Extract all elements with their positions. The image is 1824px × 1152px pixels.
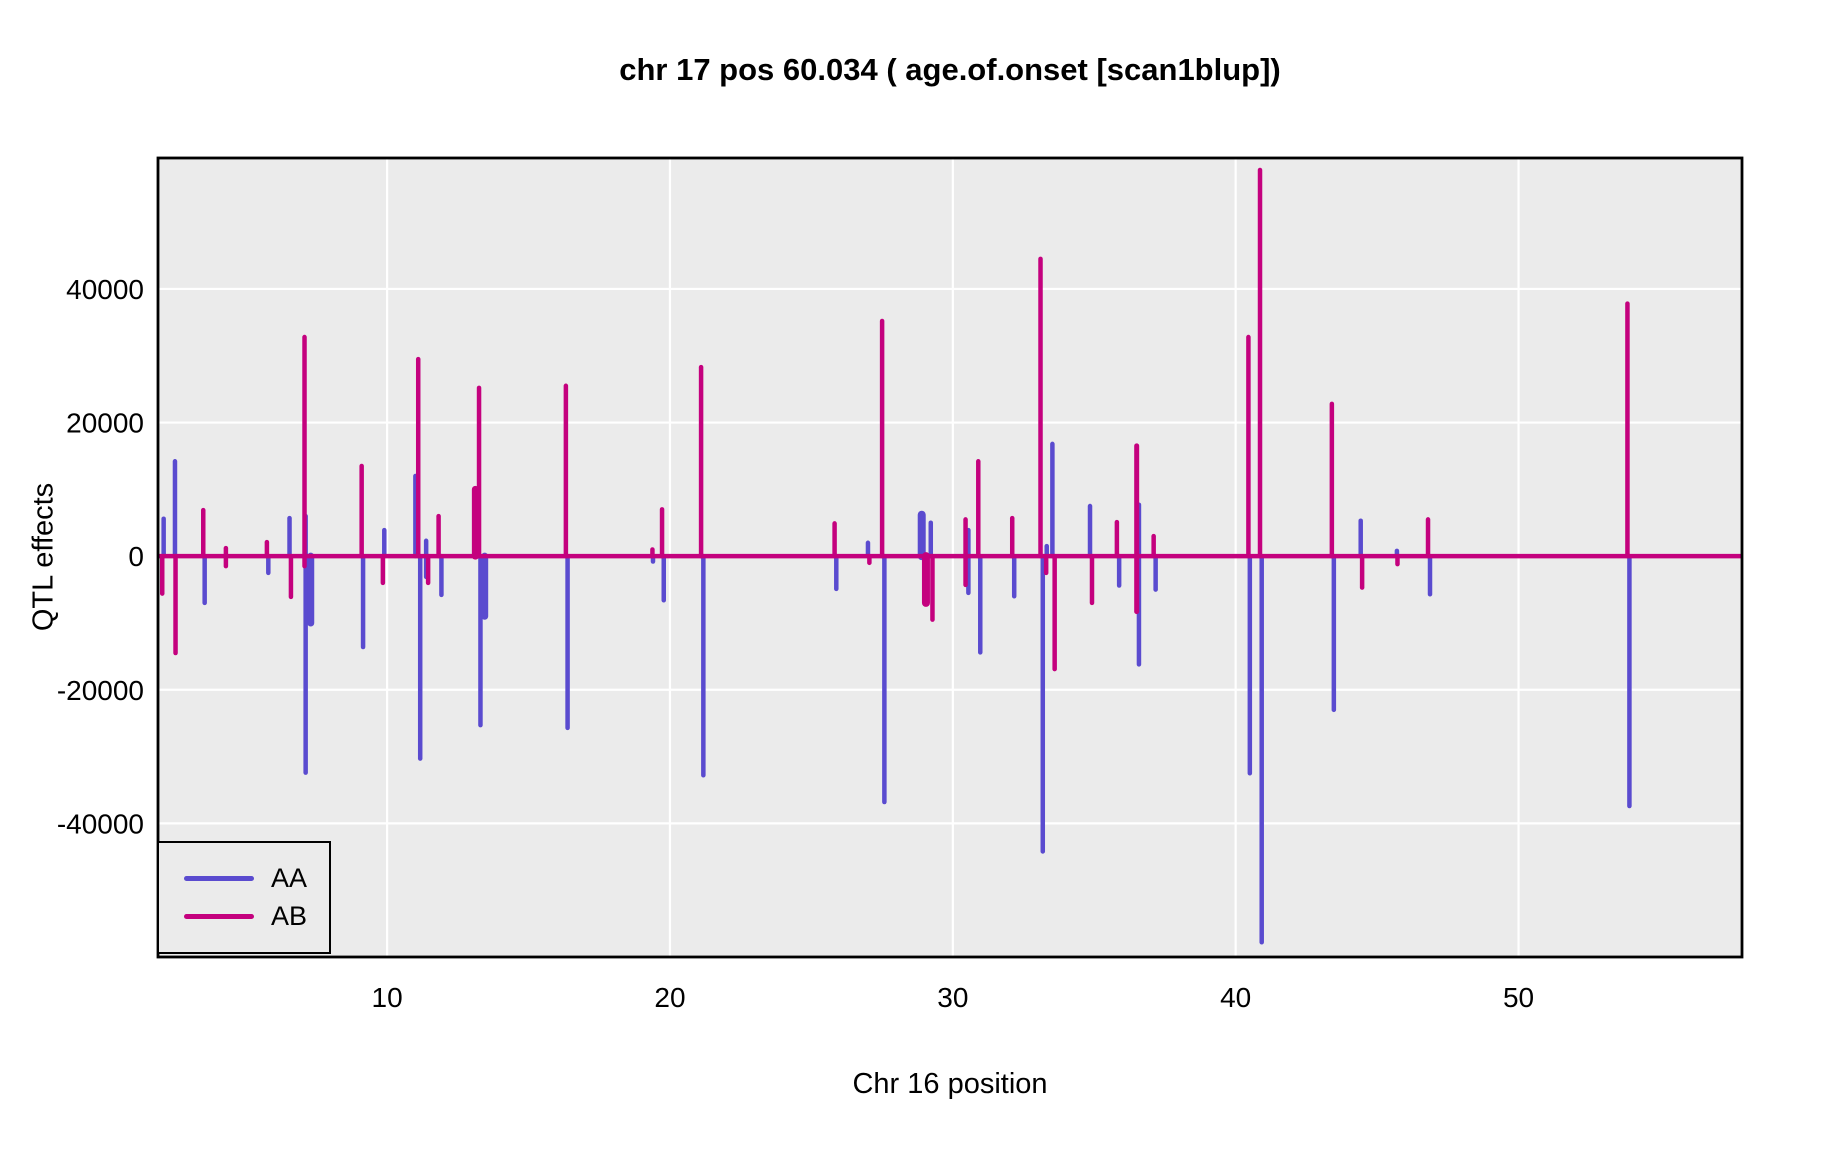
y-tick-label: 40000 (66, 274, 144, 305)
legend-label-ab: AB (271, 901, 308, 931)
legend-label-aa: AA (271, 863, 308, 893)
x-tick-label: 30 (937, 982, 968, 1013)
x-tick-label: 10 (372, 982, 403, 1013)
y-tick-label: -20000 (57, 675, 144, 706)
aa-line-swatch (184, 876, 254, 881)
y-tick-label: -40000 (57, 808, 144, 839)
x-tick-label: 50 (1503, 982, 1534, 1013)
y-axis-label: QTL effects (27, 482, 60, 632)
ab-line-swatch (184, 914, 254, 919)
y-tick-label: 0 (128, 541, 144, 572)
legend-row-aa: AA (184, 865, 329, 892)
legend: AA AB (157, 841, 331, 954)
x-tick-label: 20 (654, 982, 685, 1013)
y-tick-label: 20000 (66, 408, 144, 439)
x-tick-label: 40 (1220, 982, 1251, 1013)
plot-border (156, 156, 1744, 959)
chart-title: chr 17 pos 60.034 ( age.of.onset [scan1b… (619, 52, 1281, 87)
legend-row-ab: AB (184, 903, 329, 930)
x-axis-label: Chr 16 position (852, 1068, 1048, 1100)
